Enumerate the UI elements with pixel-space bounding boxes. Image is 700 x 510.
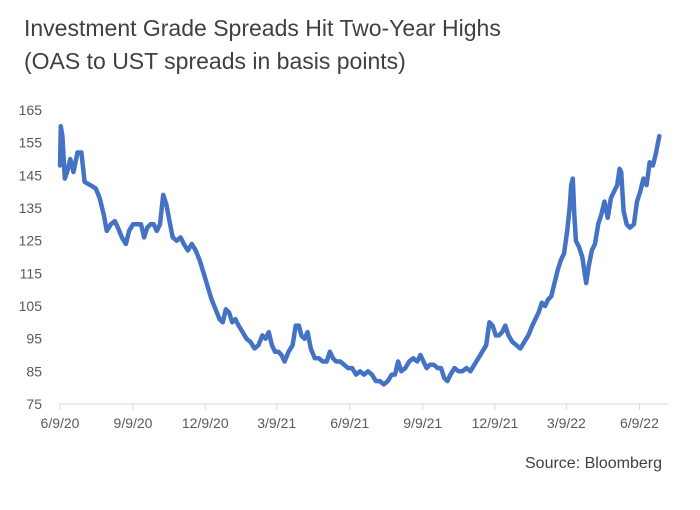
x-tick-label: 9/9/20 xyxy=(114,415,153,431)
x-tick-label: 6/9/21 xyxy=(330,415,369,431)
series-line xyxy=(57,124,662,387)
x-tick-label: 9/9/21 xyxy=(403,415,442,431)
y-tick-label: 95 xyxy=(26,331,42,347)
series-layer xyxy=(57,124,662,387)
y-tick-label: 85 xyxy=(26,363,42,379)
source-note: Source: Bloomberg xyxy=(525,455,662,472)
x-tick-label: 3/9/21 xyxy=(257,415,296,431)
y-tick-label: 145 xyxy=(19,167,43,183)
x-tick-label: 6/9/22 xyxy=(620,415,659,431)
x-tick-label: 6/9/20 xyxy=(41,415,80,431)
y-tick-label: 135 xyxy=(19,200,43,216)
chart-title: Investment Grade Spreads Hit Two-Year Hi… xyxy=(24,15,501,41)
x-tick-label: 12/9/20 xyxy=(182,415,229,431)
x-axis: 6/9/20 9/9/20 12/9/20 3/9/21 6/9/21 9/9/21 12/… xyxy=(41,403,668,431)
y-tick-label: 115 xyxy=(20,265,43,281)
y-tick-label: 125 xyxy=(19,233,43,249)
x-tick-label: 12/9/21 xyxy=(472,415,519,431)
y-tick-label: 155 xyxy=(19,135,43,151)
y-tick-label: 75 xyxy=(26,396,42,412)
chart-subtitle: (OAS to UST spreads in basis points) xyxy=(24,48,406,74)
y-axis: 75 85 95 105 115 125 135 145 155 165 xyxy=(19,102,43,412)
chart-title-block: Investment Grade Spreads Hit Two-Year Hi… xyxy=(24,12,501,78)
x-tick-label: 3/9/22 xyxy=(547,415,586,431)
y-tick-label: 165 xyxy=(19,102,43,118)
y-tick-label: 105 xyxy=(19,298,43,314)
